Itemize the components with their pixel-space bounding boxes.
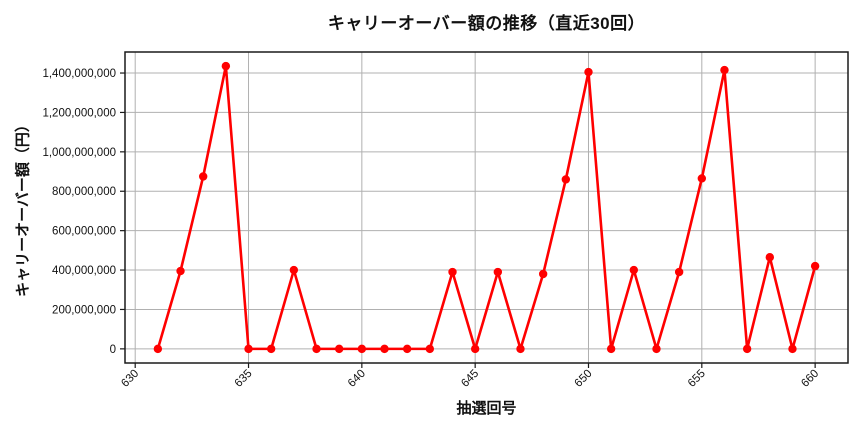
data-point-marker [720, 65, 729, 75]
data-point-marker [788, 344, 797, 354]
data-point-marker [266, 344, 276, 354]
data-point-marker [448, 267, 457, 277]
data-point-marker [221, 61, 231, 71]
x-tick-label: 635 [233, 368, 255, 390]
data-point-marker [652, 344, 661, 354]
plot-border [124, 51, 849, 364]
data-point-marker [470, 344, 480, 354]
data-point-marker [289, 265, 299, 275]
data-point-marker [357, 344, 367, 354]
x-tick-label: 655 [686, 368, 708, 390]
x-tick-label: 660 [799, 368, 821, 390]
data-point-marker [493, 267, 503, 277]
y-tick-label: 800,000,000 [52, 186, 116, 198]
data-point-marker [606, 344, 616, 354]
data-point-marker [697, 174, 707, 183]
y-tick-label: 1,200,000,000 [42, 107, 116, 119]
y-tick-label: 0 [110, 344, 116, 356]
data-point-marker [153, 344, 163, 354]
data-point-marker [810, 261, 820, 271]
data-point-marker [584, 67, 593, 77]
data-point-marker [561, 175, 571, 184]
chart-title: キャリーオーバー額の推移（直近30回） [327, 14, 646, 33]
data-point-marker [742, 344, 752, 354]
data-point-marker [516, 344, 525, 354]
x-tick-label: 645 [459, 368, 481, 390]
data-point-marker [629, 265, 639, 275]
y-tick-label: 1,400,000,000 [42, 68, 116, 80]
data-point-marker [538, 269, 548, 279]
data-point-marker [176, 266, 185, 276]
y-tick-label: 1,000,000,000 [42, 147, 116, 159]
y-tick-label: 400,000,000 [52, 265, 116, 277]
data-point-marker [380, 344, 389, 354]
y-tick-label: 600,000,000 [52, 226, 116, 238]
data-point-marker [765, 253, 775, 262]
data-point-marker [244, 344, 253, 354]
series-line [156, 64, 817, 351]
x-axis-label: 抽選回号 [456, 400, 517, 417]
y-tick-label: 200,000,000 [52, 304, 116, 316]
x-tick-label: 650 [573, 368, 595, 390]
data-point-marker [312, 344, 321, 354]
data-point-marker [198, 172, 208, 181]
data-point-marker [425, 344, 435, 354]
x-tick-label: 640 [346, 368, 368, 390]
data-point-marker [674, 267, 684, 277]
data-point-marker [334, 344, 344, 354]
data-point-marker [402, 344, 412, 354]
x-tick-label: 630 [119, 368, 141, 390]
